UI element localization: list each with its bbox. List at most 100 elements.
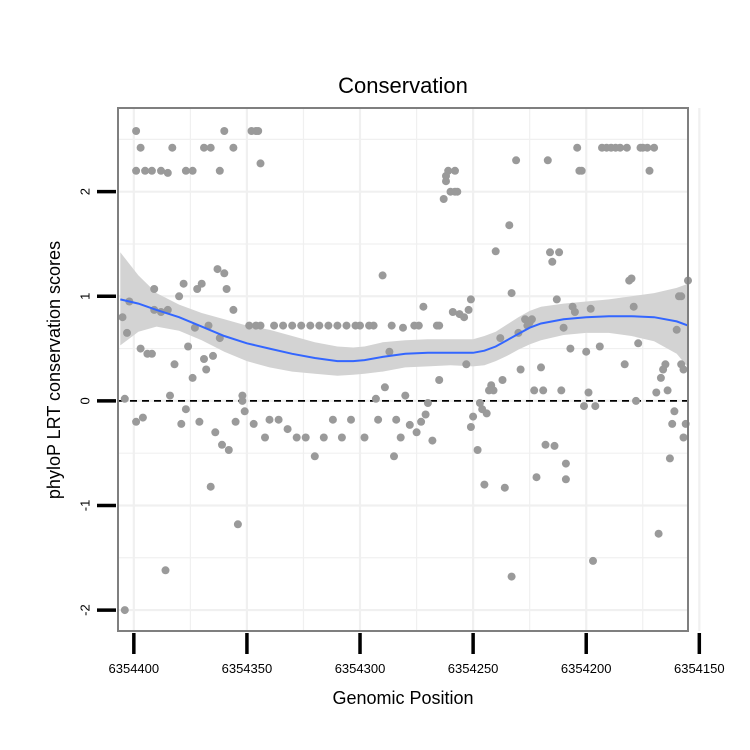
data-point: [589, 556, 597, 565]
data-point: [634, 339, 643, 348]
data-point: [120, 606, 129, 615]
data-point: [577, 166, 586, 175]
data-point: [218, 440, 226, 449]
data-point: [213, 265, 222, 274]
data-point: [460, 313, 469, 322]
y-tick-label: 0: [77, 397, 92, 404]
data-point: [595, 342, 604, 351]
data-point: [240, 407, 249, 416]
data-point: [679, 365, 688, 374]
data-point: [392, 415, 401, 424]
x-tick-label: 6354200: [561, 661, 612, 676]
data-point: [200, 355, 208, 363]
chart-title: Conservation: [338, 73, 468, 98]
data-point: [645, 166, 654, 175]
data-point: [668, 419, 677, 428]
data-point: [188, 373, 197, 382]
data-point: [306, 321, 315, 330]
data-point: [211, 428, 220, 437]
data-point: [435, 321, 444, 330]
data-point: [444, 166, 453, 175]
data-point: [500, 483, 509, 492]
data-point: [582, 347, 591, 356]
data-point: [168, 143, 177, 152]
data-point: [369, 321, 378, 330]
data-point: [663, 386, 672, 395]
data-point: [629, 302, 638, 311]
data-point: [527, 315, 536, 324]
data-point: [555, 248, 564, 257]
data-point: [423, 399, 432, 407]
data-point: [220, 269, 229, 278]
data-point: [233, 520, 242, 529]
data-point: [147, 166, 156, 175]
data-point: [622, 143, 631, 152]
plot-panel: [118, 108, 688, 631]
data-point: [175, 292, 184, 301]
data-point: [417, 417, 426, 426]
data-point: [421, 410, 430, 419]
data-point: [462, 360, 471, 369]
data-point: [256, 321, 265, 330]
data-point: [665, 454, 674, 463]
data-point: [620, 360, 629, 369]
data-point: [396, 433, 405, 442]
data-point: [412, 428, 421, 437]
data-point: [405, 420, 414, 429]
data-point: [238, 391, 247, 400]
data-point: [428, 436, 437, 445]
data-point: [557, 386, 566, 395]
data-point: [256, 159, 265, 168]
data-point: [337, 433, 346, 442]
data-point: [147, 349, 156, 358]
data-point: [193, 285, 202, 293]
data-point: [537, 363, 545, 372]
data-point: [516, 365, 525, 374]
data-point: [184, 342, 193, 351]
data-point: [507, 289, 516, 298]
data-point: [138, 413, 147, 422]
data-point: [419, 302, 428, 311]
data-point: [466, 295, 475, 304]
data-point: [541, 440, 550, 449]
data-point: [222, 285, 231, 293]
data-point: [652, 388, 661, 397]
data-point: [220, 127, 229, 135]
data-point: [120, 394, 129, 403]
y-tick-label: 1: [77, 293, 92, 300]
confidence-band: [120, 252, 689, 376]
y-tick-label: 2: [77, 188, 92, 195]
data-point: [123, 328, 131, 337]
data-point: [118, 313, 127, 322]
data-point: [561, 475, 570, 484]
data-point: [161, 566, 170, 575]
data-point: [482, 409, 491, 418]
data-point: [209, 351, 217, 360]
data-point: [141, 166, 150, 175]
data-point: [532, 473, 541, 482]
data-point: [378, 271, 387, 280]
data-point: [170, 360, 179, 369]
x-tick-label: 6354400: [109, 661, 160, 676]
data-points: [118, 127, 692, 615]
data-point: [505, 221, 514, 230]
data-point: [150, 285, 159, 293]
data-point: [342, 321, 351, 330]
data-point: [315, 321, 324, 330]
data-point: [559, 323, 568, 332]
data-point: [297, 321, 306, 330]
data-point: [491, 247, 500, 256]
data-point: [586, 304, 595, 313]
data-point: [661, 360, 670, 369]
data-point: [390, 452, 398, 461]
data-point: [543, 156, 552, 165]
data-point: [498, 376, 507, 384]
data-point: [371, 394, 380, 403]
data-point: [573, 143, 582, 152]
data-point: [163, 168, 172, 177]
data-point: [333, 321, 342, 330]
data-point: [552, 295, 561, 304]
data-point: [453, 187, 462, 196]
data-point: [475, 399, 484, 407]
